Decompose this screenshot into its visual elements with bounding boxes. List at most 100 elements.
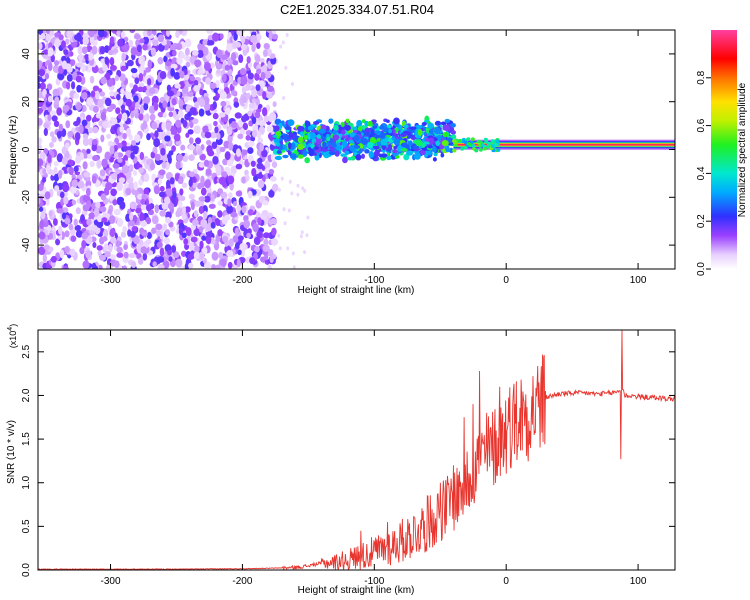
noise-blob — [160, 147, 166, 156]
noise-blob — [159, 247, 165, 257]
noise-blob — [64, 245, 70, 253]
noise-blob — [75, 207, 81, 215]
noise-blob — [183, 96, 189, 103]
signal-blob — [442, 132, 449, 138]
noise-blob — [185, 132, 190, 138]
noise-blob — [197, 69, 203, 76]
noise-blob — [136, 44, 142, 53]
noise-blob — [220, 100, 227, 107]
noise-blob — [206, 30, 214, 34]
signal-blob — [413, 145, 419, 150]
noise-blob — [199, 240, 204, 250]
colorbar-ticks: 0.0 0.2 0.4 0.6 0.8 — [696, 70, 711, 276]
noise-blob — [175, 210, 181, 218]
noise-blob — [188, 242, 194, 249]
y-tick-label: 0 — [21, 146, 32, 152]
signal-blob — [357, 125, 363, 132]
noise-blob — [241, 205, 247, 214]
signal-blob — [449, 147, 454, 154]
noise-blob — [109, 56, 115, 66]
noise-blob — [145, 198, 150, 206]
noise-blob — [108, 243, 113, 253]
signal-blob — [331, 141, 337, 148]
noise-blob — [68, 166, 74, 176]
noise-blob — [167, 202, 175, 210]
signal-blob — [409, 126, 417, 130]
noise-blob — [97, 98, 104, 108]
noise-blob — [189, 171, 196, 178]
noise-blob — [206, 222, 212, 232]
noise-blob — [128, 39, 134, 48]
noise-blob — [262, 200, 269, 206]
noise-blob — [103, 229, 109, 238]
noise-blob — [112, 48, 119, 54]
noise-blob — [240, 75, 248, 85]
signal-blob — [275, 130, 282, 137]
signal-blob — [345, 118, 350, 124]
noise-blob — [150, 151, 156, 159]
signal-blob — [370, 130, 375, 138]
noise-blob — [224, 214, 231, 221]
noise-blob — [161, 121, 166, 131]
noise-blob — [38, 107, 44, 114]
noise-blob — [49, 30, 55, 37]
noise-blob — [186, 91, 194, 97]
y-tick-label: 1.0 — [21, 475, 32, 489]
noise-blob — [281, 40, 285, 45]
noise-blob — [247, 190, 253, 199]
noise-blob — [88, 30, 95, 38]
noise-blob — [282, 95, 286, 100]
x-tick-label: 0 — [503, 275, 509, 286]
noise-blob — [152, 261, 157, 268]
noise-blob — [231, 120, 238, 129]
noise-blob — [174, 83, 181, 89]
noise-blob — [151, 215, 159, 225]
noise-blob — [250, 160, 256, 167]
noise-blob — [188, 154, 195, 161]
noise-blob — [57, 225, 63, 235]
x-tick-label: 0 — [503, 576, 509, 587]
noise-blob — [103, 45, 110, 53]
noise-blob — [306, 215, 310, 220]
noise-blob — [90, 90, 96, 98]
signal-blob — [291, 142, 295, 150]
noise-blob — [271, 238, 279, 246]
noise-blob — [74, 131, 81, 141]
noise-blob — [140, 220, 148, 227]
noise-blob — [151, 121, 158, 130]
noise-blob — [245, 256, 250, 264]
noise-blob — [95, 145, 103, 154]
noise-blob — [93, 265, 99, 269]
noise-blob — [120, 231, 127, 238]
signal-blob — [452, 148, 457, 153]
noise-blob — [71, 199, 77, 206]
signal-blob — [373, 150, 380, 157]
x-tick-label: -100 — [364, 275, 384, 286]
signal-blob — [386, 155, 392, 161]
noise-blob — [189, 107, 197, 115]
noise-blob — [159, 70, 167, 80]
signal-blob — [470, 137, 475, 141]
noise-blob — [109, 228, 116, 238]
noise-blob — [216, 145, 222, 155]
noise-blob — [188, 144, 196, 151]
noise-blob — [97, 30, 105, 38]
noise-blob — [105, 264, 111, 269]
noise-blob — [38, 183, 44, 192]
noise-blob — [54, 38, 61, 48]
noise-blob — [263, 43, 270, 50]
noise-blob — [128, 182, 135, 189]
signal-blob — [362, 145, 367, 151]
noise-blob — [234, 112, 242, 119]
noise-blob — [142, 43, 148, 51]
snr-x-ticks: -300 -200 -100 0 100 — [101, 330, 647, 587]
spectrogram-marks — [38, 30, 675, 269]
noise-blob — [185, 61, 191, 68]
noise-blob — [286, 246, 290, 251]
signal-blob — [278, 137, 283, 141]
noise-blob — [185, 38, 192, 48]
noise-blob — [277, 233, 281, 238]
snr-y-label: SNR (10 * v/v) — [6, 420, 17, 484]
noise-blob — [240, 249, 245, 258]
noise-blob — [194, 101, 200, 109]
